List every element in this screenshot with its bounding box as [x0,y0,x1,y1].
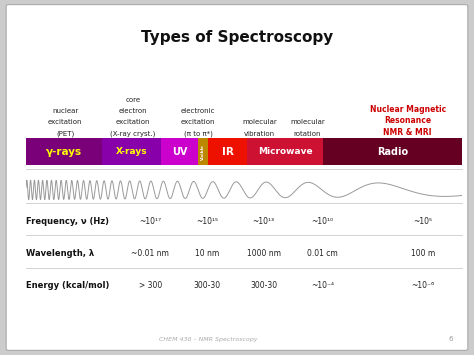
Text: ~10⁻⁴: ~10⁻⁴ [311,281,334,290]
Text: IR: IR [222,147,234,157]
Text: 6: 6 [448,335,453,342]
Text: excitation: excitation [48,119,82,125]
Text: Resonance: Resonance [384,116,431,125]
Text: molecular: molecular [290,119,325,125]
Text: ~10⁵: ~10⁵ [413,217,432,226]
Text: Wavelength, λ: Wavelength, λ [26,249,94,258]
Text: 300-30: 300-30 [193,281,220,290]
Text: 1000 nm: 1000 nm [247,249,281,258]
Text: ~10¹³: ~10¹³ [253,217,275,226]
Text: Visible: Visible [201,144,205,160]
Text: (π to π*): (π to π*) [184,130,213,137]
Text: molecular: molecular [242,119,277,125]
Text: ~0.01 nm: ~0.01 nm [131,249,169,258]
Text: Energy (kcal/mol): Energy (kcal/mol) [26,281,109,290]
Text: Types of Spectroscopy: Types of Spectroscopy [141,30,333,45]
Text: (X-ray cryst.): (X-ray cryst.) [110,130,155,137]
Text: rotation: rotation [293,131,321,137]
Text: 300-30: 300-30 [250,281,277,290]
Text: nuclear: nuclear [52,108,78,114]
Text: (PET): (PET) [56,130,74,137]
Text: excitation: excitation [181,119,216,125]
Text: 10 nm: 10 nm [195,249,219,258]
Text: > 300: > 300 [139,281,162,290]
Text: ~10¹⁵: ~10¹⁵ [196,217,218,226]
Text: Frequency, ν (Hz): Frequency, ν (Hz) [26,217,109,226]
Text: NMR & MRI: NMR & MRI [383,128,432,137]
Text: UV: UV [172,147,188,157]
Text: CHEM 430 – NMR Spectroscopy: CHEM 430 – NMR Spectroscopy [159,337,258,342]
Text: ~10⁻⁶: ~10⁻⁶ [411,281,435,290]
Text: electronic: electronic [181,108,216,114]
Text: Microwave: Microwave [258,147,313,156]
Text: electron: electron [118,108,147,114]
Text: Nuclear Magnetic: Nuclear Magnetic [370,105,446,114]
Text: 0.01 cm: 0.01 cm [307,249,338,258]
Text: vibration: vibration [244,131,275,137]
Text: X-rays: X-rays [116,147,147,156]
Text: excitation: excitation [116,119,150,125]
Text: ~10¹⁷: ~10¹⁷ [139,217,161,226]
Text: ~10¹⁰: ~10¹⁰ [311,217,334,226]
Text: Radio: Radio [377,147,409,157]
Text: γ-rays: γ-rays [46,147,82,157]
Text: core: core [125,97,140,103]
Text: 100 m: 100 m [411,249,435,258]
